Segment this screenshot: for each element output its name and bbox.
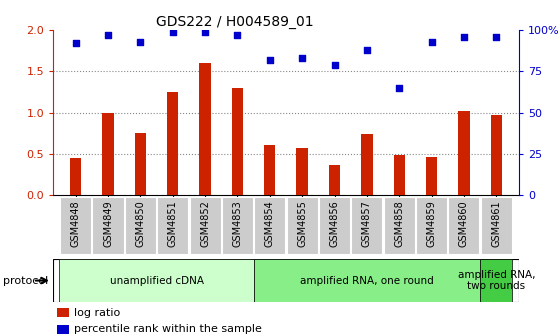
Bar	[93, 197, 123, 254]
Text: GSM4848: GSM4848	[71, 201, 81, 247]
Bar	[102, 113, 114, 195]
Text: GSM4856: GSM4856	[330, 201, 339, 247]
Point	[136, 39, 145, 44]
Bar	[319, 197, 350, 254]
Text: amplified RNA,
two rounds: amplified RNA, two rounds	[458, 270, 535, 291]
Bar	[352, 197, 382, 254]
Point	[492, 34, 501, 40]
Bar	[361, 134, 373, 195]
Bar	[254, 197, 285, 254]
Bar	[296, 148, 308, 195]
Bar	[287, 197, 318, 254]
Bar	[254, 259, 480, 302]
Text: GDS222 / H004589_01: GDS222 / H004589_01	[156, 15, 313, 29]
Bar	[426, 157, 437, 195]
Bar	[125, 197, 156, 254]
Point	[395, 85, 403, 91]
Point	[297, 55, 306, 61]
Text: GSM4861: GSM4861	[491, 201, 501, 247]
Text: GSM4852: GSM4852	[200, 201, 210, 247]
Text: protocol: protocol	[3, 276, 48, 286]
Bar	[222, 197, 253, 254]
Bar	[458, 111, 470, 195]
Bar	[449, 197, 479, 254]
Bar	[57, 308, 69, 317]
Bar	[60, 197, 91, 254]
Point	[330, 62, 339, 68]
Text: GSM4859: GSM4859	[426, 201, 436, 247]
Bar	[167, 92, 179, 195]
Text: percentile rank within the sample: percentile rank within the sample	[74, 324, 262, 334]
Text: GSM4853: GSM4853	[233, 201, 242, 247]
Bar	[190, 197, 220, 254]
Text: GSM4854: GSM4854	[265, 201, 275, 247]
Bar	[134, 133, 146, 195]
Bar	[57, 325, 69, 334]
Text: GSM4850: GSM4850	[136, 201, 146, 247]
Point	[71, 41, 80, 46]
Bar	[232, 88, 243, 195]
Point	[427, 39, 436, 44]
Point	[266, 57, 275, 62]
Bar	[416, 197, 447, 254]
Text: log ratio: log ratio	[74, 308, 121, 318]
Point	[169, 29, 177, 35]
Text: GSM4851: GSM4851	[168, 201, 178, 247]
Bar	[329, 165, 340, 195]
Text: GSM4857: GSM4857	[362, 201, 372, 247]
Text: GSM4858: GSM4858	[394, 201, 404, 247]
Point	[233, 33, 242, 38]
Bar	[384, 197, 415, 254]
Bar	[393, 155, 405, 195]
Bar	[481, 197, 512, 254]
Text: GSM4860: GSM4860	[459, 201, 469, 247]
Bar	[480, 259, 512, 302]
Text: unamplified cDNA: unamplified cDNA	[109, 276, 204, 286]
Bar	[264, 145, 276, 195]
Bar	[60, 259, 254, 302]
Text: amplified RNA, one round: amplified RNA, one round	[300, 276, 434, 286]
Bar	[157, 197, 188, 254]
Bar	[70, 158, 81, 195]
Point	[459, 34, 468, 40]
Point	[201, 29, 210, 35]
Point	[104, 33, 113, 38]
Bar	[490, 115, 502, 195]
Text: GSM4849: GSM4849	[103, 201, 113, 247]
Bar	[199, 63, 211, 195]
Text: GSM4855: GSM4855	[297, 201, 307, 247]
Point	[362, 47, 371, 53]
